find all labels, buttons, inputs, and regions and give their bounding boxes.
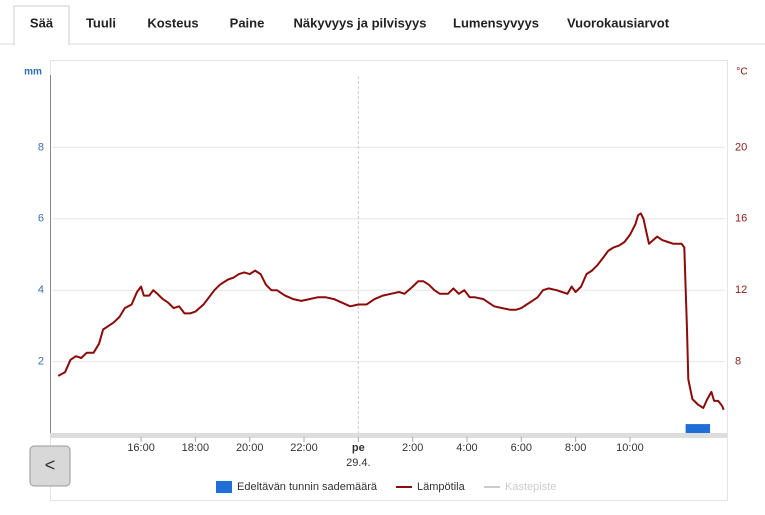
x-tick-label: 16:00	[127, 442, 155, 454]
x-tick-label: pe	[352, 442, 365, 454]
tab-label[interactable]: Kosteus	[147, 15, 198, 30]
x-tick-label: 20:00	[236, 442, 264, 454]
tab-label[interactable]: Lumensyvyys	[453, 15, 539, 30]
y2-tick-label: 20	[735, 141, 747, 153]
x-tick-label: 2:00	[402, 442, 423, 454]
x-tick-label: 10:00	[616, 442, 644, 454]
legend-label[interactable]: Kastepiste	[505, 481, 556, 493]
x-tick-label: 22:00	[290, 442, 318, 454]
x-tick-label: 8:00	[565, 442, 586, 454]
tab-label[interactable]: Näkyvyys ja pilvisyys	[294, 15, 427, 30]
y-tick-label: 4	[38, 284, 44, 296]
temperature-line	[57, 212, 725, 411]
tab-label[interactable]: Tuuli	[86, 15, 116, 30]
y2-axis-title: °C	[736, 67, 747, 78]
y-tick-label: 6	[38, 213, 44, 225]
tab-label[interactable]: Vuorokausiarvot	[567, 15, 670, 30]
x-tick-date: 29.4.	[346, 457, 370, 469]
back-button-label[interactable]: <	[45, 455, 56, 475]
y2-tick-label: 12	[735, 284, 747, 296]
y-tick-label: 8	[38, 141, 44, 153]
navigator-strip	[50, 433, 727, 438]
y-axis-title: mm	[24, 67, 42, 78]
tab-label[interactable]: Paine	[230, 15, 265, 30]
x-tick-label: 18:00	[182, 442, 210, 454]
legend-label[interactable]: Lämpötila	[417, 481, 466, 493]
back-button[interactable]	[29, 445, 71, 487]
precipitation-bar	[685, 424, 711, 433]
x-tick-label: 6:00	[511, 442, 532, 454]
legend-swatch[interactable]	[216, 481, 232, 493]
active-tab[interactable]	[13, 5, 70, 45]
x-tick-label: 4:00	[456, 442, 477, 454]
y2-tick-label: 8	[735, 356, 741, 368]
tab-label[interactable]: Sää	[30, 15, 54, 30]
y-tick-label: 2	[38, 356, 44, 368]
y2-tick-label: 16	[735, 213, 747, 225]
legend-label[interactable]: Edeltävän tunnin sademäärä	[237, 481, 378, 493]
